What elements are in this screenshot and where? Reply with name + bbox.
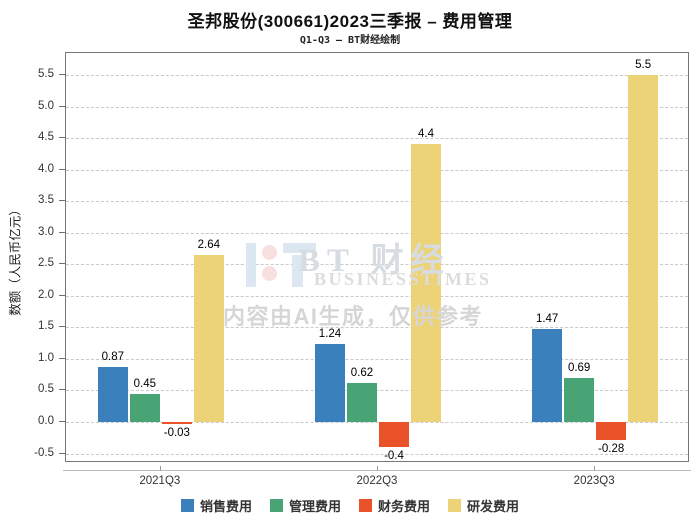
bar-管理费用-2021Q3 — [129, 393, 160, 422]
legend-item-销售费用: 销售费用 — [180, 496, 252, 515]
y-tick-mark — [59, 105, 65, 107]
bt-logo-t-bar — [283, 243, 316, 253]
bar-value-label: 0.62 — [350, 366, 374, 379]
chart-subtitle: Q1-Q3 – BT财经绘制 — [299, 35, 401, 46]
bar-value-label: 0.45 — [133, 377, 157, 390]
bar-管理费用-2023Q3 — [564, 378, 595, 422]
gridline — [66, 358, 688, 360]
bar-value-label: 1.47 — [535, 313, 559, 326]
y-tick-label: 3.5 — [38, 194, 54, 207]
x-tick-label: 2023Q3 — [573, 475, 615, 487]
bar-value-label: 0.87 — [101, 351, 125, 364]
bar-研发费用-2021Q3 — [193, 255, 224, 422]
y-tick-label: 3.0 — [38, 225, 54, 238]
chart-title: 圣邦股份(300661)2023三季报 – 费用管理 — [187, 12, 513, 31]
legend-swatch — [269, 499, 283, 512]
bar-value-label: -0.4 — [384, 450, 404, 463]
bar-销售费用-2021Q3 — [97, 367, 128, 422]
bt-logo-dot — [262, 245, 277, 260]
y-tick-mark — [59, 263, 65, 265]
bar-value-label: 0.69 — [567, 362, 591, 375]
gridline — [66, 295, 688, 297]
y-tick-label: 1.5 — [38, 320, 54, 333]
bar-研发费用-2022Q3 — [411, 144, 441, 422]
bar-value-label: 2.64 — [197, 239, 221, 252]
y-tick-label: 5.5 — [38, 68, 54, 81]
legend-label: 研发费用 — [467, 499, 520, 514]
gridline — [66, 453, 688, 455]
bar-财务费用-2023Q3 — [596, 422, 627, 440]
legend-label: 销售费用 — [199, 499, 252, 514]
gridline — [66, 201, 688, 203]
gridline — [66, 138, 688, 140]
legend-item-管理费用: 管理费用 — [269, 496, 341, 515]
bar-销售费用-2023Q3 — [532, 329, 563, 422]
gridline — [66, 106, 688, 108]
bar-管理费用-2022Q3 — [347, 382, 377, 422]
y-tick-mark — [59, 137, 65, 139]
x-tick-label: 2022Q3 — [356, 475, 398, 487]
gridline — [66, 327, 688, 329]
y-tick-label: 4.5 — [38, 131, 54, 144]
bar-value-label: 1.24 — [318, 327, 342, 340]
bar-value-label: -0.28 — [598, 442, 625, 455]
y-tick-label: 1.0 — [38, 351, 54, 364]
y-tick-label: 0.0 — [38, 415, 54, 427]
y-tick-mark — [59, 294, 65, 296]
legend-label: 管理费用 — [288, 499, 341, 514]
y-tick-label: 4.0 — [38, 162, 54, 175]
y-tick-label: 2.5 — [38, 257, 54, 270]
gridline — [66, 422, 688, 423]
gridline — [66, 75, 688, 77]
y-tick-mark — [59, 200, 65, 202]
watermark-brand-subtext: BUSINESSTIMES — [314, 269, 492, 289]
legend-label: 财务费用 — [378, 499, 431, 514]
y-tick-mark — [59, 389, 65, 391]
x-tick-mark — [377, 466, 378, 471]
gridline — [66, 232, 688, 234]
x-tick-mark — [594, 466, 596, 471]
y-tick-mark — [59, 326, 65, 328]
y-tick-label: 5.0 — [38, 99, 54, 112]
y-tick-label: 0.5 — [38, 383, 54, 396]
x-tick-label: 2021Q3 — [139, 475, 181, 487]
bar-销售费用-2022Q3 — [315, 343, 345, 422]
bar-财务费用-2021Q3 — [161, 422, 192, 424]
legend-item-研发费用: 研发费用 — [448, 496, 519, 515]
bar-研发费用-2023Q3 — [628, 75, 659, 422]
bar-财务费用-2022Q3 — [379, 422, 409, 448]
watermark-ai-note: 内容由AI生成，仅供参考 — [223, 304, 484, 329]
gridline — [66, 390, 688, 392]
y-tick-label: 2.0 — [38, 288, 54, 301]
gridline — [66, 264, 688, 266]
legend: 销售费用 管理费用 财务费用 研发费用 — [0, 496, 700, 515]
bar-value-label: -0.03 — [163, 426, 190, 439]
y-tick-mark — [59, 357, 65, 359]
bar-value-label: 4.4 — [418, 128, 434, 141]
legend-swatch — [359, 499, 372, 512]
y-tick-label: -0.5 — [34, 446, 54, 459]
legend-swatch — [448, 499, 462, 512]
gridline — [66, 169, 688, 171]
x-tick-mark — [159, 466, 161, 471]
legend-item-财务费用: 财务费用 — [359, 496, 430, 515]
bt-logo-t-stem — [292, 255, 303, 287]
y-tick-mark — [59, 74, 65, 76]
plot-area: 0.87 0.45 -0.03 2.64 1.24 0.62 -0.4 4.4 1.47 0.69… — [65, 52, 689, 462]
bar-value-label: 5.5 — [635, 59, 652, 72]
bt-logo-dot — [262, 266, 277, 281]
y-tick-mark — [59, 452, 65, 454]
legend-swatch — [180, 499, 194, 512]
y-tick-mark — [59, 231, 65, 233]
y-tick-mark — [59, 421, 65, 422]
y-tick-mark — [59, 168, 65, 170]
bt-logo-icon — [246, 237, 318, 289]
